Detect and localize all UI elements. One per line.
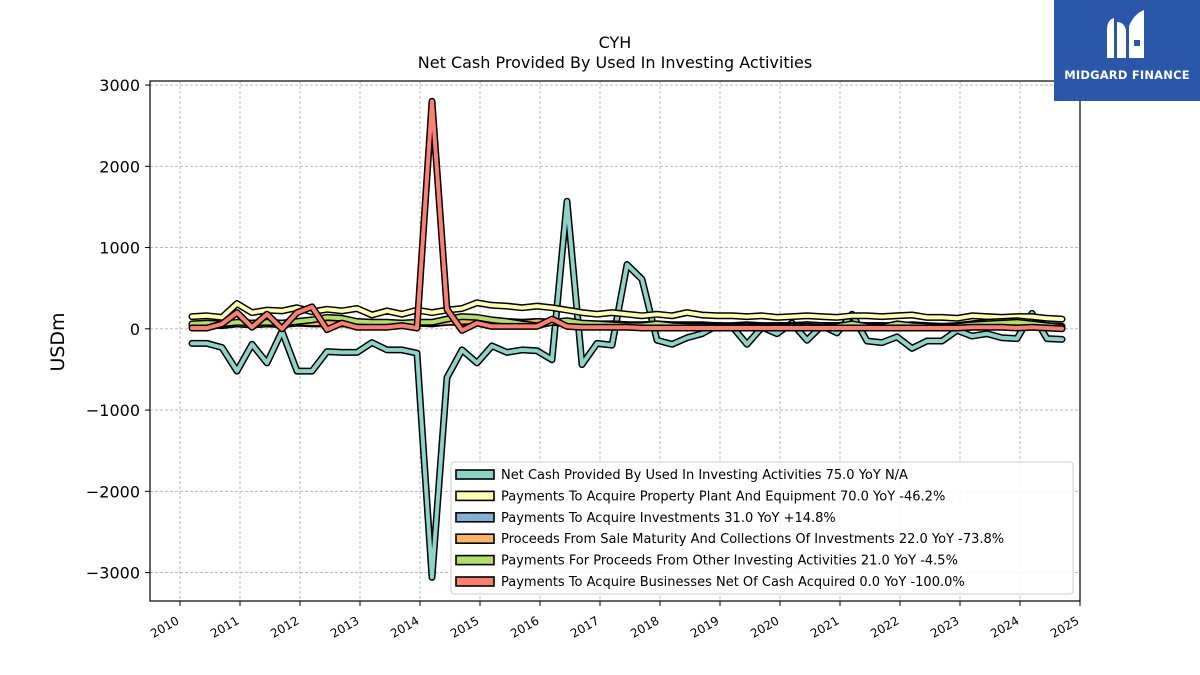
plot-frame: [149, 80, 1081, 602]
legend-swatch-1: [455, 490, 495, 502]
legend-box: [450, 461, 1074, 595]
chart-subtitle: Net Cash Provided By Used In Investing A…: [418, 53, 812, 72]
legend-swatch-2: [455, 511, 495, 523]
x-tick-label: 2015: [448, 613, 481, 640]
y-tick-label: −3000: [86, 564, 140, 583]
y-axis-ticks: −3000 −2000 −1000 0 1000 2000 3000: [86, 76, 150, 583]
midgard-m-logo-icon: [1107, 10, 1144, 58]
legend-label-1: Payments To Acquire Property Plant And E…: [501, 489, 945, 504]
series-line-1: [190, 300, 1064, 322]
chart-title: CYH: [599, 33, 632, 52]
x-tick-label: 2016: [508, 613, 541, 640]
series-line-5: [190, 99, 1064, 333]
y-tick-label: −1000: [86, 401, 140, 420]
x-tick-label: 2013: [328, 613, 361, 640]
legend: Net Cash Provided By Used In Investing A…: [450, 461, 1074, 595]
x-tick-label: 2020: [748, 613, 781, 640]
brand-name: MIDGARD FINANCE: [1064, 68, 1190, 82]
legend-swatch-3: [455, 533, 495, 545]
x-tick-label: 2010: [148, 613, 181, 640]
x-tick-label: 2025: [1048, 613, 1081, 640]
legend-swatch-5: [455, 576, 495, 587]
legend-swatch-4: [455, 554, 495, 566]
x-tick-label: 2014: [388, 613, 421, 640]
x-tick-label: 2012: [268, 613, 301, 640]
x-tick-label: 2022: [868, 613, 901, 640]
x-tick-label: 2017: [568, 613, 601, 640]
legend-swatch-0: [455, 469, 495, 480]
x-tick-label: 2021: [808, 613, 841, 640]
legend-label-0: Net Cash Provided By Used In Investing A…: [501, 468, 908, 483]
x-tick-label: 2019: [688, 613, 721, 640]
x-tick-label: 2024: [988, 613, 1021, 640]
series-layer: [188, 97, 1066, 581]
y-axis-label: USDm: [47, 312, 69, 371]
x-tick-label: 2023: [928, 613, 961, 640]
legend-label-4: Payments For Proceeds From Other Investi…: [501, 554, 958, 569]
legend-label-5: Payments To Acquire Businesses Net Of Ca…: [501, 575, 965, 590]
x-tick-label: 2011: [208, 613, 241, 640]
y-tick-label: −2000: [86, 482, 140, 501]
series-outline-5: [188, 97, 1066, 334]
brand-logo: MIDGARD FINANCE: [1054, 0, 1200, 101]
y-tick-label: 0: [130, 320, 140, 339]
x-tick-label: 2018: [628, 613, 661, 640]
series-line-0: [190, 199, 1064, 580]
y-tick-label: 3000: [99, 76, 140, 95]
legend-label-2: Payments To Acquire Investments 31.0 YoY…: [501, 511, 836, 526]
legend-label-3: Proceeds From Sale Maturity And Collecti…: [501, 532, 1004, 547]
y-tick-label: 1000: [99, 239, 140, 258]
y-tick-label: 2000: [99, 157, 140, 176]
x-axis-ticks: 2010 2011 2012 2013 2014 2015 2016 2017 2018 2019…: [148, 601, 1082, 641]
